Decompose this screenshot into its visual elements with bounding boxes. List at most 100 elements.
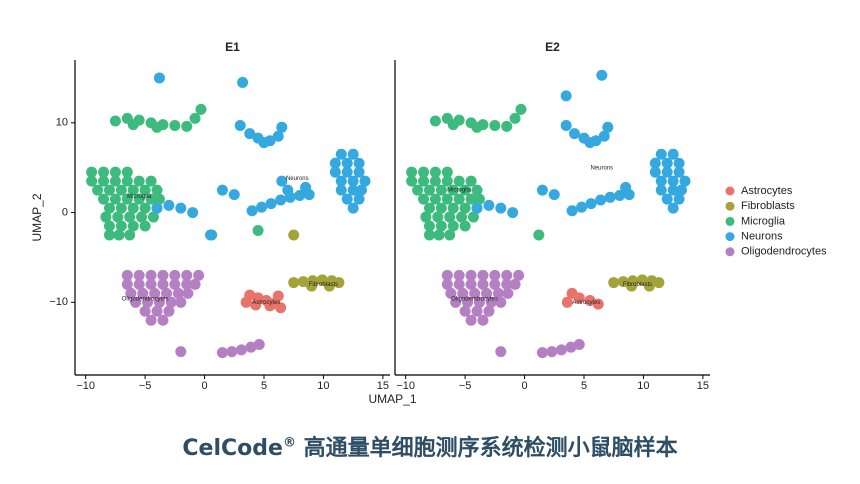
x-tick-label: 5 (581, 380, 587, 392)
point (453, 175, 465, 187)
point (234, 120, 246, 132)
y-axis-label: UMAP_2 (30, 193, 44, 241)
point (471, 305, 483, 317)
point (501, 269, 513, 281)
point (592, 298, 604, 310)
point (459, 202, 471, 214)
point (608, 277, 620, 289)
point (124, 211, 136, 223)
legend-label: Neurons (741, 231, 783, 243)
point (447, 184, 459, 196)
point (492, 287, 504, 299)
point (489, 278, 501, 290)
point (536, 184, 548, 196)
point (462, 296, 474, 308)
point (145, 175, 157, 187)
x-tick-label: 15 (377, 380, 389, 392)
point (103, 229, 115, 241)
point (169, 120, 181, 132)
point (246, 205, 258, 217)
point (435, 184, 447, 196)
point (465, 193, 477, 205)
point (335, 175, 347, 187)
point (175, 346, 187, 358)
point (429, 175, 441, 187)
point (182, 287, 194, 299)
point (418, 193, 430, 205)
point (163, 199, 175, 211)
point (602, 121, 614, 133)
point (353, 157, 365, 169)
point (161, 287, 173, 299)
cluster-label: Neurons (590, 165, 613, 171)
point (109, 166, 121, 178)
point (459, 220, 471, 232)
point (145, 278, 157, 290)
point (115, 202, 127, 214)
point (441, 269, 453, 281)
point (103, 202, 115, 214)
y-tick-label: 0 (62, 206, 68, 218)
point (473, 193, 485, 205)
point (568, 128, 580, 140)
point (560, 120, 572, 132)
point (113, 229, 125, 241)
point (477, 278, 489, 290)
point (335, 148, 347, 160)
point (418, 166, 430, 178)
point (620, 181, 632, 193)
point (495, 296, 507, 308)
point (453, 269, 465, 281)
point (187, 207, 199, 219)
legend-label: Astrocytes (741, 185, 793, 197)
point (353, 193, 365, 205)
point (133, 175, 145, 187)
point (133, 278, 145, 290)
x-axis-label: UMAP_1 (368, 392, 416, 406)
point (453, 278, 465, 290)
legend-marker (725, 216, 735, 226)
point (316, 274, 328, 286)
point (205, 229, 217, 241)
point (258, 137, 270, 149)
point (145, 193, 157, 205)
point (477, 269, 489, 281)
point (115, 220, 127, 232)
point (100, 211, 112, 223)
point (459, 184, 471, 196)
point (673, 193, 685, 205)
point (429, 193, 441, 205)
point (153, 296, 165, 308)
point (189, 278, 201, 290)
point (661, 157, 673, 169)
point (121, 278, 133, 290)
point (673, 166, 685, 178)
point (636, 274, 648, 286)
point (169, 269, 181, 281)
point (423, 184, 435, 196)
cluster-label: Oligodendrocytes (451, 296, 498, 302)
cluster-label: Fibroblasts (623, 282, 652, 288)
point (124, 229, 136, 241)
point (153, 72, 165, 84)
point (465, 314, 477, 326)
point (165, 296, 177, 308)
point (276, 175, 288, 187)
cluster-label: Microglia (447, 188, 472, 194)
point (473, 296, 485, 308)
point (533, 229, 545, 241)
point (565, 341, 577, 353)
point (288, 229, 300, 241)
point (347, 175, 359, 187)
point (420, 211, 432, 223)
point (673, 157, 685, 169)
point (441, 166, 453, 178)
caption-brand: CelCode (182, 436, 283, 461)
point (288, 277, 300, 289)
point (275, 194, 287, 206)
point (323, 280, 335, 292)
point (509, 112, 521, 124)
point (483, 305, 495, 317)
point (447, 220, 459, 232)
point (585, 198, 597, 210)
